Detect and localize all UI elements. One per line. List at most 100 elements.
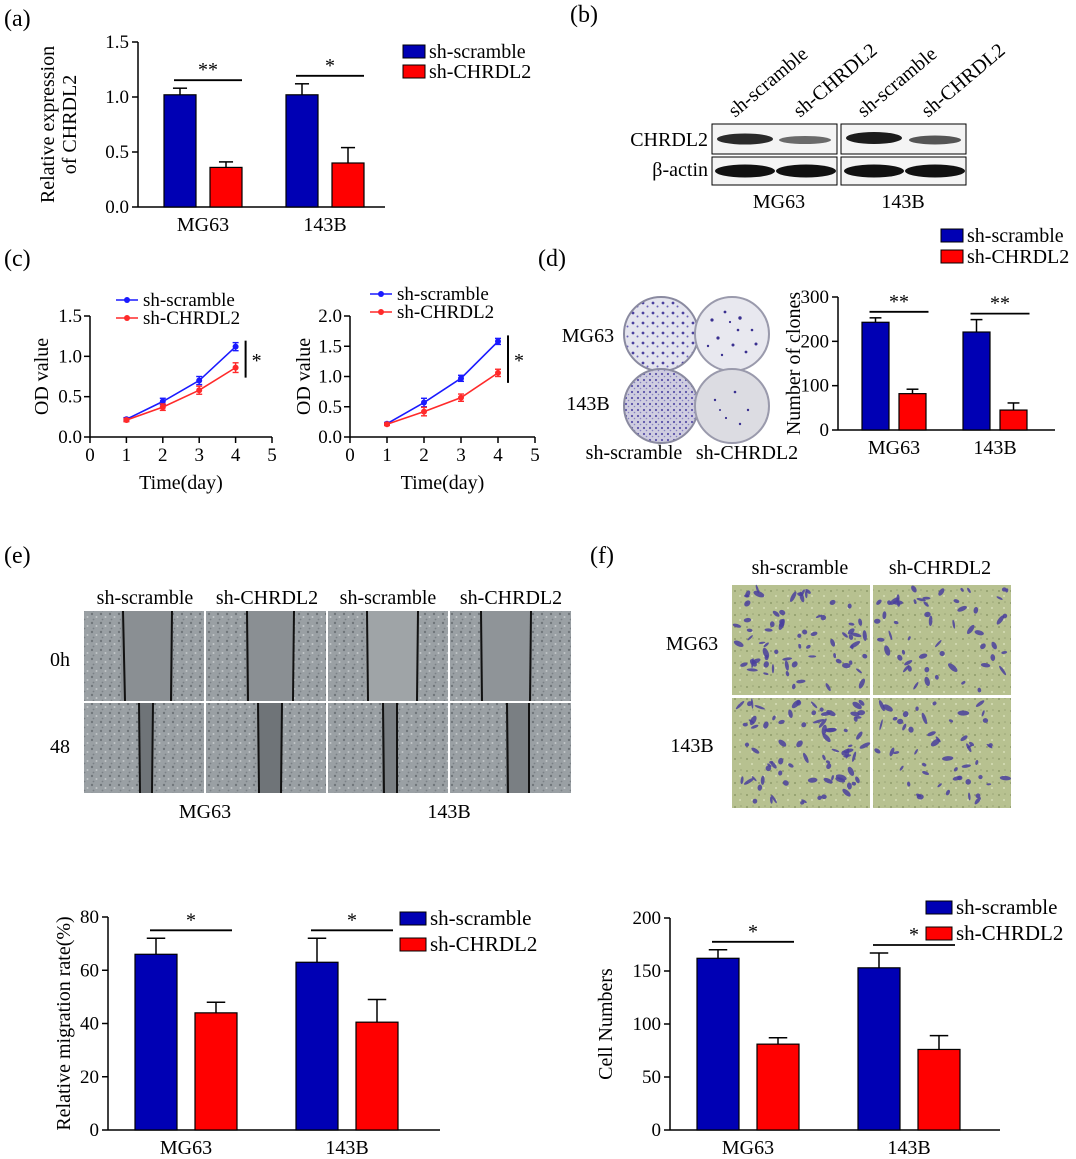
stained-cell — [858, 618, 863, 626]
stained-cell — [806, 644, 811, 649]
legend-swatch — [925, 900, 953, 915]
stained-cell — [802, 629, 808, 635]
stained-cell — [921, 762, 927, 767]
y-axis-label: Number of clones — [783, 292, 805, 436]
transwell-row-label: 143B — [670, 735, 713, 757]
x-tick-label: 143B — [325, 1137, 368, 1159]
stained-cell — [753, 590, 765, 598]
stained-cell — [934, 674, 939, 680]
stained-cell — [779, 609, 786, 616]
transwell-col-label: sh-scramble — [752, 557, 849, 579]
stained-cell — [841, 750, 847, 756]
wound-row-label: 48 — [50, 736, 70, 758]
stained-cell — [824, 728, 837, 732]
transwell-images: sh-scramble sh-CHRDL2 MG63 143B — [666, 557, 1012, 808]
stained-cell — [953, 767, 958, 772]
stained-cell — [1002, 613, 1008, 619]
stained-cell — [916, 794, 924, 800]
bar — [696, 957, 740, 1131]
transwell-col-label: sh-CHRDL2 — [889, 557, 991, 579]
bar — [331, 162, 365, 208]
stained-cell — [810, 701, 818, 709]
stained-cell — [732, 623, 742, 628]
series-line — [386, 372, 499, 426]
stained-cell — [967, 744, 973, 749]
stained-cell — [941, 756, 954, 761]
stained-cell — [805, 589, 811, 594]
stained-cell — [957, 605, 967, 612]
stained-cell — [822, 754, 826, 761]
stained-cell — [862, 653, 868, 659]
y-tick-label: 0.5 — [318, 397, 342, 418]
x-tick-label: 2 — [158, 445, 168, 466]
stained-cell — [975, 760, 979, 766]
stained-cell — [818, 718, 827, 728]
panel-label-a: (a) — [4, 6, 31, 32]
panel-label-f: (f) — [590, 543, 614, 569]
scratch-gap — [366, 611, 418, 701]
stained-cell — [922, 771, 930, 776]
stained-cell — [843, 754, 852, 758]
stained-cell — [808, 655, 817, 658]
stained-cell — [771, 664, 775, 674]
x-axis-label: Time(day) — [401, 472, 485, 494]
stained-cells — [732, 584, 1012, 805]
stained-cell — [893, 620, 899, 625]
x-tick-label: 2 — [419, 445, 429, 466]
stained-cell — [968, 792, 971, 801]
stained-cell — [820, 614, 827, 621]
sparse-colonies — [706, 310, 758, 426]
stained-cell — [902, 723, 907, 731]
stained-cell — [850, 644, 854, 650]
stained-cell — [835, 774, 847, 781]
stained-cell — [848, 744, 853, 748]
stained-cell — [980, 663, 991, 668]
stained-cell — [973, 606, 979, 614]
panel-label-d: (d) — [538, 246, 566, 272]
stained-cell — [847, 766, 855, 776]
stained-cell — [835, 658, 842, 664]
stained-cell — [897, 654, 903, 661]
stained-cell — [948, 719, 954, 723]
bar — [295, 961, 339, 1131]
stained-cell — [767, 763, 772, 767]
stained-cell — [935, 640, 942, 648]
x-tick-label: 0 — [345, 445, 355, 466]
legend-swatch — [940, 228, 964, 243]
stained-cell — [918, 653, 928, 659]
series-line — [126, 346, 237, 420]
stained-cell — [923, 601, 929, 607]
stained-cell — [746, 668, 758, 672]
stained-cell — [782, 657, 793, 661]
scratch-edge — [122, 610, 126, 702]
y-tick-label: 0.0 — [58, 427, 82, 448]
data-point — [384, 421, 390, 428]
stained-cell — [755, 584, 760, 594]
colony-dish — [694, 296, 770, 372]
colony-dish — [623, 296, 699, 372]
stained-cell — [952, 776, 962, 781]
panel-label-b: (b) — [570, 2, 598, 28]
stained-cell — [924, 666, 930, 673]
x-tick-label: 143B — [973, 437, 1016, 459]
stained-cell — [751, 747, 760, 754]
significance-mark: * — [748, 921, 758, 943]
x-tick-label: 3 — [194, 445, 204, 466]
bar — [134, 953, 178, 1131]
blot-group-label: MG63 — [753, 191, 805, 213]
wound-col-label: sh-scramble — [340, 587, 437, 609]
legend-label: sh-scramble — [143, 290, 235, 311]
significance-mark: * — [514, 350, 524, 372]
stained-cell — [765, 765, 772, 772]
legend-swatch — [940, 249, 964, 264]
stained-cell — [749, 715, 757, 726]
stained-cell — [967, 587, 971, 593]
stained-cell — [770, 761, 777, 769]
stained-cell — [822, 733, 831, 743]
x-tick-label: 3 — [456, 445, 466, 466]
stained-cell — [856, 731, 863, 740]
stained-cell — [852, 751, 857, 762]
stained-cell — [932, 701, 937, 706]
bar — [285, 94, 319, 208]
legend-label: sh-CHRDL2 — [956, 921, 1063, 945]
